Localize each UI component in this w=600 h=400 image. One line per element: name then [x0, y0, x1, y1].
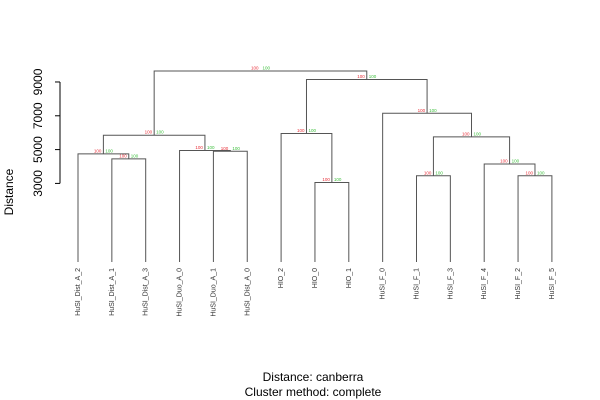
leaf-label: HuSI_Duo_A_0: [177, 268, 184, 317]
leaf-label: HIO_2: [278, 268, 285, 288]
distance-method-label: Distance: canberra: [263, 370, 364, 384]
dendrogram-branch: [483, 163, 536, 262]
dendrogram-branch: [382, 112, 473, 262]
leaf-label: HuSI_F_0: [380, 268, 387, 300]
y-axis: 3000 5000 7000 9000: [31, 68, 61, 197]
y-tick-label: 3000: [31, 170, 45, 197]
leaf-label: HuSI_F_3: [447, 268, 454, 300]
au-pvalue-label: 100: [94, 148, 102, 153]
leaf-label: HuSI_F_4: [481, 268, 488, 300]
au-pvalue-label: 100: [500, 158, 508, 163]
au-pvalue-label: 100: [322, 177, 330, 182]
bp-pvalue-label: 100: [369, 74, 377, 79]
leaf-label: HuSI_F_2: [515, 268, 522, 300]
y-tick-label: 5000: [31, 136, 45, 163]
au-pvalue-label: 100: [424, 170, 432, 175]
au-pvalue-label: 100: [525, 170, 533, 175]
cluster-method-label: Cluster method: complete: [245, 385, 382, 399]
bp-pvalue-label: 100: [105, 148, 113, 153]
au-pvalue-label: 100: [462, 131, 470, 136]
y-tick-label: 9000: [31, 68, 45, 95]
leaf-label: HIO_0: [312, 268, 319, 288]
dendrogram-branch: [305, 78, 428, 134]
bp-pvalue-label: 100: [512, 158, 520, 163]
leaf-label: HuSI_Dist_A_1: [109, 268, 116, 316]
au-pvalue-label: 100: [145, 130, 153, 135]
bp-pvalue-label: 100: [156, 130, 164, 135]
dendrogram-branch: [77, 153, 130, 262]
leaf-label: HuSI_F_1: [414, 268, 421, 300]
bp-pvalue-label: 100: [537, 170, 545, 175]
dendrogram-branch: [102, 134, 206, 154]
au-pvalue-label: 100: [297, 128, 305, 133]
bp-pvalue-label: 100: [131, 153, 139, 158]
leaf-labels: HuSI_Dist_A_2 HuSI_Dist_A_1 HuSI_Dist_A_3 H…: [75, 268, 556, 317]
dendrogram-branch: [111, 158, 147, 262]
bp-pvalue-label: 100: [334, 177, 342, 182]
leaf-label: HuSI_Dist_A_2: [75, 268, 82, 316]
au-pvalue-label: 100: [418, 108, 426, 113]
dendrogram-branch: [432, 136, 511, 176]
au-pvalue-label: 100: [357, 74, 365, 79]
au-pvalue-label: 100: [119, 153, 127, 158]
y-axis-title: Distance: [2, 168, 16, 215]
bp-pvalue-label: 100: [429, 108, 437, 113]
dendrogram-branch: [314, 182, 350, 262]
leaf-label: HuSI_F_5: [549, 268, 556, 300]
dendrogram-branch: [517, 175, 553, 262]
au-pvalue-label: 100: [195, 145, 203, 150]
au-pvalue-label: 100: [251, 65, 259, 70]
dendrogram-branch: [280, 133, 333, 262]
dendrogram-branches: [77, 70, 553, 262]
bp-pvalue-label: 100: [207, 145, 215, 150]
leaf-label: HIO_1: [346, 268, 353, 288]
dendrogram-branch: [212, 150, 248, 262]
dendrogram-branch: [153, 70, 368, 136]
dendrogram-branch: [416, 175, 451, 262]
bp-pvalue-label: 100: [474, 131, 482, 136]
bp-pvalue-label: 100: [308, 128, 316, 133]
leaf-label: HuSI_Dist_A_0: [244, 268, 251, 316]
leaf-label: HuSI_Duo_A_1: [210, 268, 217, 317]
au-pvalue-label: 100: [221, 146, 229, 151]
dendrogram-branch: [179, 149, 231, 262]
bp-pvalue-label: 100: [262, 65, 270, 70]
leaf-label: HuSI_Dist_A_3: [143, 268, 150, 316]
bp-pvalue-label: 100: [435, 170, 443, 175]
y-tick-label: 7000: [31, 102, 45, 129]
bp-pvalue-label: 100: [232, 146, 240, 151]
